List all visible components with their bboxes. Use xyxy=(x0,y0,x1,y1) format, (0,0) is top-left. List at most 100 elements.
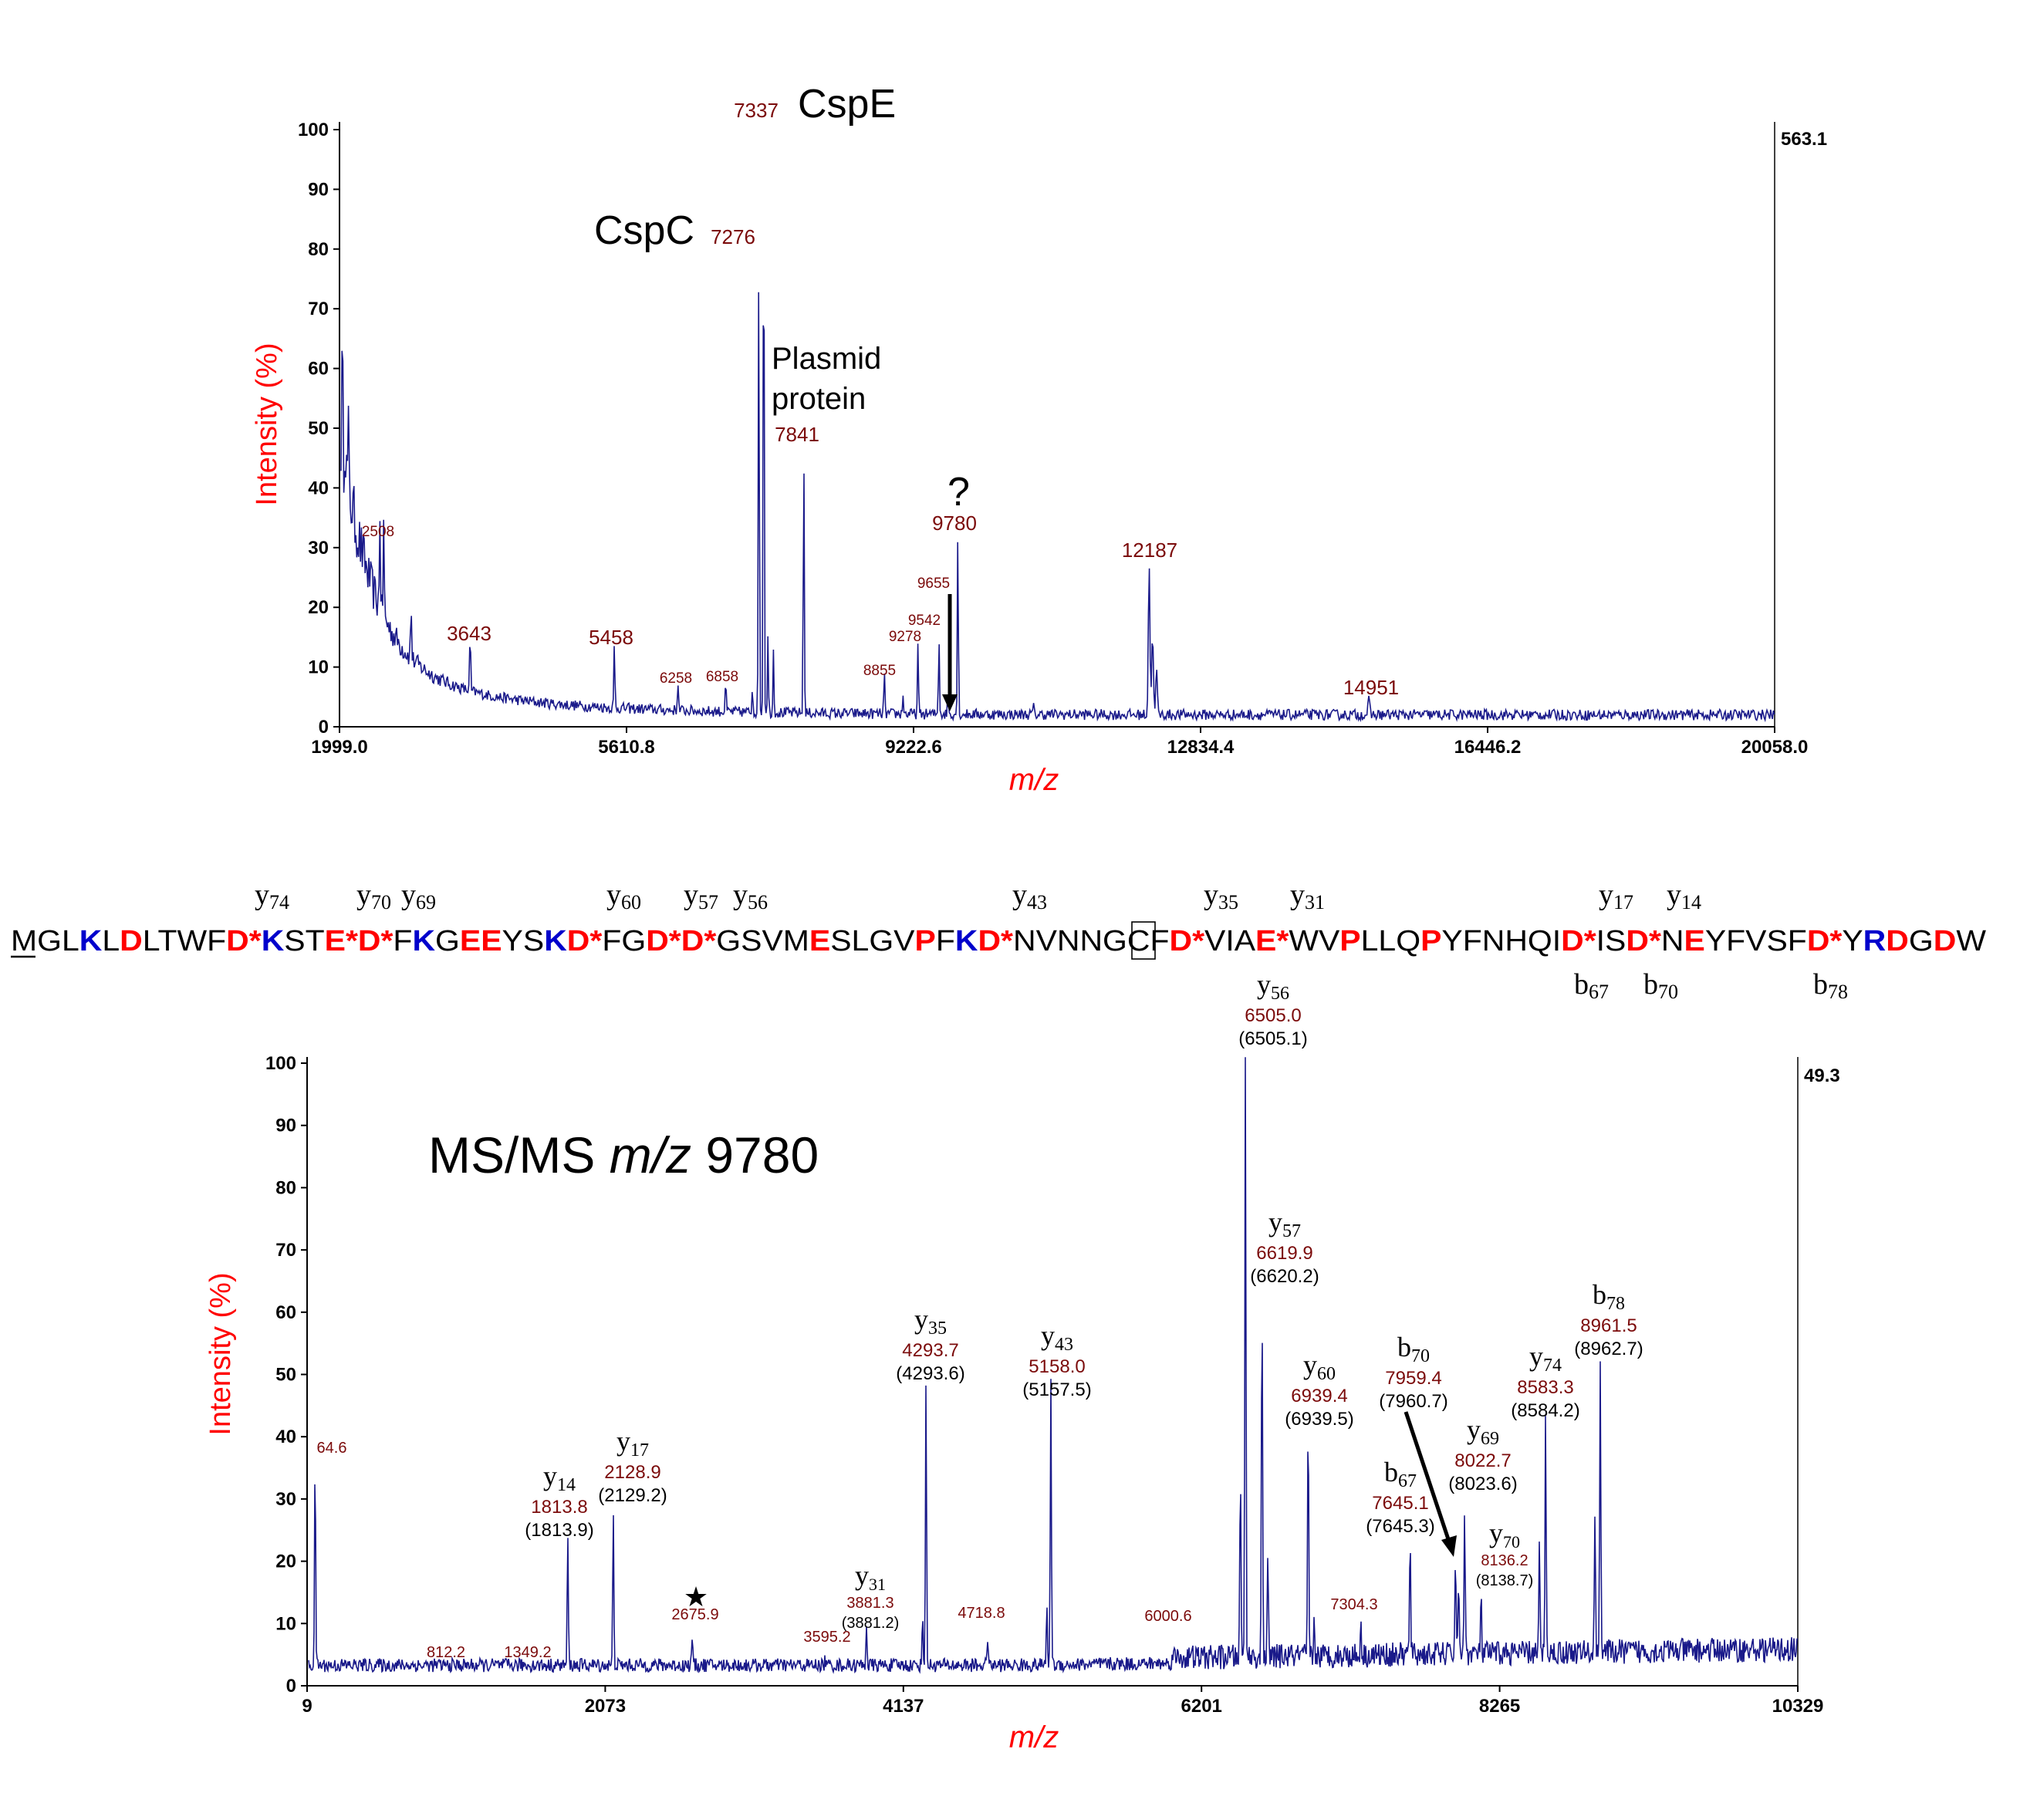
fragment-ion-observed: 6619.9 xyxy=(1256,1243,1312,1264)
sequence-residue: YFVSF xyxy=(1705,925,1807,957)
sequence-y-ion-label: y35 xyxy=(1204,879,1238,913)
sequence-residue: D xyxy=(1934,925,1957,957)
sequence-residue: Y xyxy=(1842,925,1863,957)
fragment-ion-name: y57 xyxy=(1268,1207,1301,1241)
sequence-y-ion-label: y57 xyxy=(684,879,718,913)
sequence-residue: D xyxy=(1886,925,1909,957)
bottom-x-tick-label: 10329 xyxy=(1772,1696,1824,1717)
fragment-ion-observed: 5158.0 xyxy=(1029,1356,1085,1377)
sequence-y-ion-label: y14 xyxy=(1667,879,1701,913)
sequence-y-ion-label: y70 xyxy=(356,879,391,913)
fragment-ion-observed: 3881.3 xyxy=(846,1595,893,1612)
top-peak-label: 12187 xyxy=(1122,539,1177,562)
fragment-ion-calculated: (7645.3) xyxy=(1366,1516,1434,1537)
bottom-peak-label: 64.6 xyxy=(317,1440,347,1457)
sequence-residue: G xyxy=(1909,925,1934,957)
top-peak-label: 5458 xyxy=(589,626,633,649)
fragment-ion-calculated: (8584.2) xyxy=(1511,1400,1579,1421)
sequence-residue: D* xyxy=(1626,925,1661,957)
fragment-ion-name: y70 xyxy=(1489,1518,1520,1552)
sequence-residue: GSVM xyxy=(716,925,809,957)
top-x-tick-label: 20058.0 xyxy=(1741,737,1809,758)
fragment-ion-name: y35 xyxy=(914,1304,947,1339)
sequence-residue: F xyxy=(393,925,412,957)
sequence-residue: G xyxy=(37,925,62,957)
bottom-peak-label: 7304.3 xyxy=(1330,1596,1377,1613)
bottom-y-tick-label: 10 xyxy=(275,1613,296,1634)
sequence-residue: R xyxy=(1863,925,1887,957)
bottom-peak-label: 6000.6 xyxy=(1144,1608,1191,1625)
bottom-max-intensity: 49.3 xyxy=(1804,1065,1840,1086)
fragment-ion-name: y43 xyxy=(1041,1320,1073,1355)
top-peak-label: 7276 xyxy=(711,225,755,248)
top-x-axis-label: m/z xyxy=(1009,763,1059,797)
sequence-y-ion-label: y69 xyxy=(401,879,436,913)
cysteine-box xyxy=(1131,921,1156,960)
sequence-residue: D* xyxy=(978,925,1013,957)
top-y-tick-label: 0 xyxy=(319,717,329,738)
fragment-ion-calculated: (3881.2) xyxy=(842,1615,900,1632)
sequence-residue: LLQ xyxy=(1361,925,1420,957)
arrow-to-b70 xyxy=(1404,1411,1457,1557)
sequence-residue: P xyxy=(1339,925,1360,957)
top-y-tick-label: 80 xyxy=(308,239,329,260)
top-x-tick-label: 16446.2 xyxy=(1454,737,1522,758)
arrow-to-9655 xyxy=(942,594,958,711)
bottom-y-tick-label: 60 xyxy=(275,1302,296,1323)
sequence-y-ion-label: y43 xyxy=(1012,879,1047,913)
fragment-ion-observed: 6939.4 xyxy=(1291,1386,1347,1406)
bottom-peak-label: 4718.8 xyxy=(958,1605,1005,1622)
top-x-tick-label: 9222.6 xyxy=(885,737,941,758)
sequence-residue: M xyxy=(11,925,37,957)
sequence-residue: K xyxy=(262,925,285,957)
fragment-ion-calculated: (2129.2) xyxy=(598,1485,667,1506)
top-peak-label: 14951 xyxy=(1343,676,1399,699)
sequence-residue: E xyxy=(809,925,830,957)
cspc-annotation: CspC xyxy=(594,208,694,253)
sequence-residue: G xyxy=(435,925,460,957)
sequence-residue: F xyxy=(936,925,955,957)
sequence-b-ion-label: b70 xyxy=(1643,968,1678,1003)
sequence-residue: YS xyxy=(502,925,545,957)
fragment-ion-name: b78 xyxy=(1593,1279,1625,1314)
bottom-y-tick-label: 20 xyxy=(275,1552,296,1572)
bottom-y-tick-label: 80 xyxy=(275,1177,296,1198)
sequence-residue: IS xyxy=(1596,925,1626,957)
sequence-residue: D* xyxy=(567,925,603,957)
sequence-residue: K xyxy=(412,925,435,957)
fragment-ion-calculated: (8023.6) xyxy=(1448,1474,1517,1494)
top-peak-label: 9780 xyxy=(932,512,977,535)
fragment-ion-name: y60 xyxy=(1303,1349,1336,1384)
fragment-ion-observed: 2128.9 xyxy=(604,1462,660,1483)
fragment-ion-observed: 8961.5 xyxy=(1580,1315,1637,1336)
top-peak-label: 9542 xyxy=(908,613,941,629)
bottom-y-tick-label: 50 xyxy=(275,1365,296,1386)
cspe-annotation: CspE xyxy=(798,82,896,127)
sequence-residue: N xyxy=(1661,925,1684,957)
question-annotation: ? xyxy=(948,470,970,515)
sequence-residue: D* xyxy=(358,925,394,957)
sequence-residue: YFNHQI xyxy=(1441,925,1561,957)
sequence-y-ion-label: y56 xyxy=(733,879,768,913)
top-peak-label: 2508 xyxy=(362,524,394,540)
top-spectrum-trace xyxy=(340,292,1775,723)
top-peak-label: 6258 xyxy=(660,670,692,687)
fragment-ion-observed: 8136.2 xyxy=(1481,1552,1528,1569)
sequence-residue: P xyxy=(915,925,936,957)
sequence-residue: D* xyxy=(1170,925,1205,957)
protein-sequence: MGLKLDLTWF D*KSTE*D*FKGEE YS KD*FG D*D*GSVM E… xyxy=(11,925,1986,957)
sequence-residue: ST xyxy=(284,925,324,957)
sequence-residue: L xyxy=(102,925,120,957)
top-max-intensity: 563.1 xyxy=(1781,129,1827,150)
fragment-ion-calculated: (8138.7) xyxy=(1476,1572,1534,1589)
bottom-y-tick-label: 70 xyxy=(275,1240,296,1261)
top-y-tick-label: 10 xyxy=(308,657,329,678)
bottom-x-tick-label: 4137 xyxy=(883,1696,924,1717)
